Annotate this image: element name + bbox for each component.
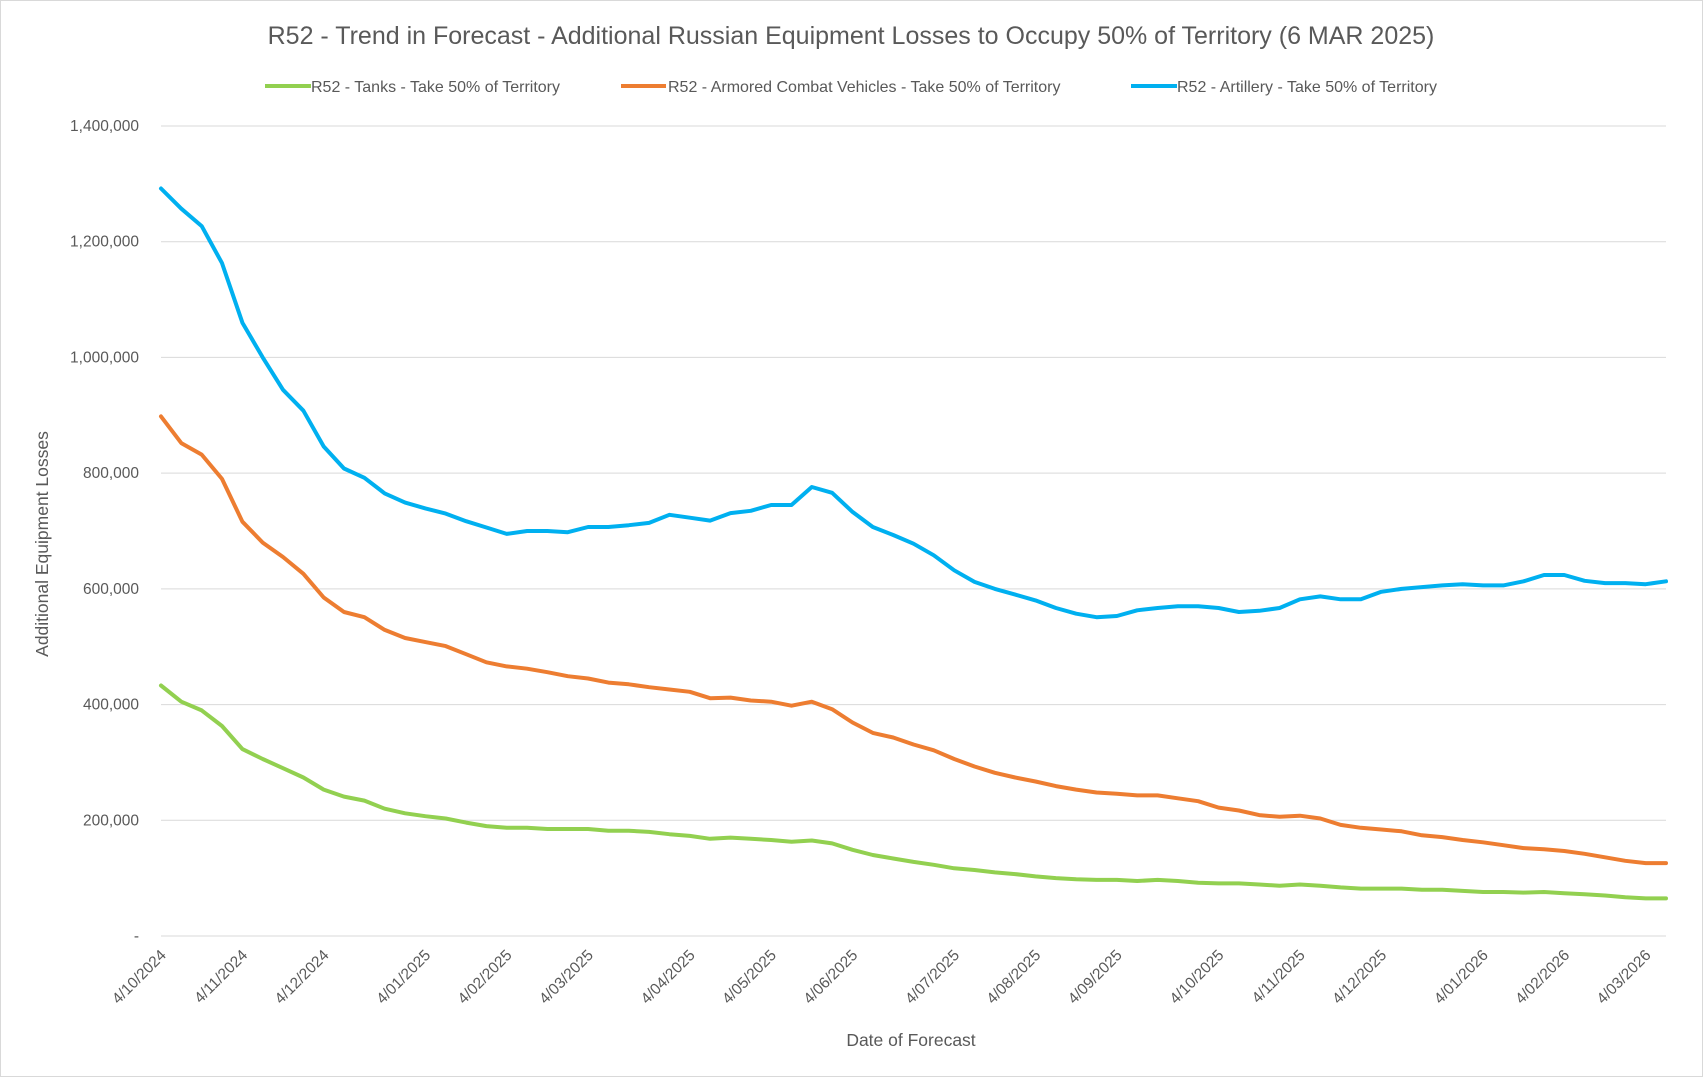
x-tick-label: 4/02/2025 (455, 947, 516, 1008)
x-tick-label: 4/01/2025 (373, 947, 434, 1008)
y-tick-label: 1,200,000 (70, 234, 139, 251)
y-tick-label: 200,000 (83, 812, 139, 829)
x-tick-label: 4/12/2024 (272, 947, 333, 1008)
x-tick-label: 4/04/2025 (638, 947, 699, 1008)
x-axis-tick-labels: 4/10/2024 4/11/2024 4/12/2024 4/01/2025 4/02… (109, 947, 1654, 1008)
series-lines (159, 186, 1668, 901)
x-tick-label: 4/08/2025 (984, 947, 1045, 1008)
x-tick-label: 4/11/2024 (191, 947, 251, 1007)
x-axis-title: Date of Forecast (846, 1030, 975, 1050)
x-tick-label: 4/09/2025 (1065, 947, 1126, 1008)
gridlines (161, 125, 1666, 821)
y-tick-label: 800,000 (83, 465, 139, 482)
series-line-0 (159, 683, 1668, 901)
x-tick-label: 4/03/2025 (536, 947, 597, 1008)
x-tick-label: 4/01/2026 (1431, 947, 1492, 1008)
y-tick-label: 1,400,000 (70, 118, 139, 135)
x-tick-label: 4/10/2025 (1167, 947, 1228, 1008)
x-tick-label: 4/02/2026 (1512, 947, 1573, 1008)
legend: R52 - Tanks - Take 50% of Territory R52 … (265, 79, 1437, 96)
y-tick-label: - (134, 928, 139, 945)
x-tick-label: 4/10/2024 (109, 947, 170, 1008)
y-tick-label: 600,000 (83, 581, 139, 598)
y-axis-tick-labels: - 200,000 400,000 600,000 800,000 1,000,000 1,… (70, 118, 139, 945)
series-line-2 (159, 186, 1668, 620)
x-tick-label: 4/03/2026 (1594, 947, 1655, 1008)
legend-label-tanks: R52 - Tanks - Take 50% of Territory (311, 79, 560, 96)
x-tick-label: 4/06/2025 (801, 947, 862, 1008)
x-tick-label: 4/12/2025 (1329, 947, 1390, 1008)
legend-label-artillery: R52 - Artillery - Take 50% of Territory (1177, 79, 1437, 96)
x-tick-label: 4/05/2025 (719, 947, 780, 1008)
x-tick-label: 4/07/2025 (902, 947, 963, 1008)
legend-label-acv: R52 - Armored Combat Vehicles - Take 50%… (668, 79, 1060, 96)
y-tick-label: 400,000 (83, 697, 139, 714)
x-tick-label: 4/11/2025 (1249, 947, 1309, 1007)
y-tick-label: 1,000,000 (70, 349, 139, 366)
series-line-1 (159, 414, 1668, 866)
chart-title: R52 - Trend in Forecast - Additional Rus… (268, 22, 1435, 50)
y-axis-title: Additional Equipment Losses (32, 431, 52, 657)
